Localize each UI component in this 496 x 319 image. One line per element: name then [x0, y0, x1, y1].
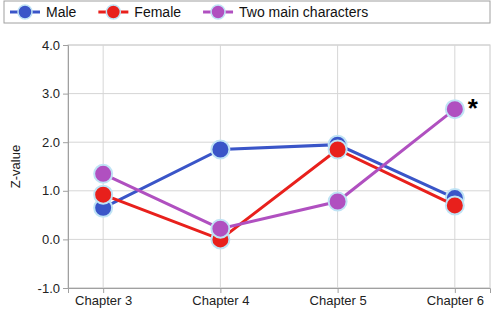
grid	[68, 45, 490, 288]
series-marker	[211, 140, 229, 158]
grid-line	[220, 45, 221, 288]
x-tick-label: Chapter 3	[75, 293, 132, 308]
x-tick-label: Chapter 5	[310, 293, 367, 308]
y-tick: 4.0	[42, 38, 68, 53]
series	[94, 136, 464, 217]
y-tick-mark	[63, 191, 68, 192]
grid-line	[68, 93, 490, 94]
y-tick: 1.0	[42, 183, 68, 198]
series-line	[103, 109, 455, 229]
y-tick-label: 3.0	[42, 86, 60, 101]
y-tick: 2.0	[42, 135, 68, 150]
legend-box	[4, 1, 490, 23]
annotation: *	[468, 93, 479, 123]
y-tick-mark	[63, 45, 68, 46]
legend-label: Female	[134, 4, 181, 20]
y-axis: -1.0 0.0 1.0 2.0 3.0 4.0	[38, 38, 69, 296]
legend-marker	[18, 5, 32, 19]
x-tick: Chapter 6	[427, 288, 484, 308]
series-marker	[94, 165, 112, 183]
y-tick-mark	[63, 288, 68, 289]
x-tick-label: Chapter 4	[192, 293, 249, 308]
legend-entry: Female	[98, 4, 181, 20]
chart: -1.00.01.02.03.04.0Chapter 3Chapter 4Cha…	[0, 0, 496, 319]
y-tick-label: 0.0	[42, 232, 60, 247]
x-tick: Chapter 4	[192, 288, 249, 308]
y-tick-mark	[63, 239, 68, 240]
y-axis-line	[63, 46, 69, 289]
grid-line	[337, 45, 338, 288]
grid-line	[454, 45, 455, 288]
grid-line	[68, 142, 490, 143]
y-tick-label: 2.0	[42, 135, 60, 150]
series-marker	[446, 100, 464, 118]
plot-area	[94, 100, 464, 248]
legend-marker	[211, 5, 225, 19]
y-tick-label: -1.0	[38, 281, 60, 296]
y-tick: -1.0	[38, 281, 68, 296]
legend-entry: Two main characters	[203, 4, 368, 20]
series-marker	[446, 196, 464, 214]
y-axis-title: Z-value	[8, 145, 23, 188]
grid-line	[68, 45, 490, 46]
series-marker	[211, 220, 229, 238]
x-axis: Chapter 3 Chapter 4 Chapter 5 Chapter 6	[69, 288, 491, 308]
plot-frame	[68, 45, 490, 288]
legend-label: Male	[46, 4, 77, 20]
legend: Male Female Two main characters	[4, 1, 490, 23]
legend-marker	[106, 5, 120, 19]
grid-line	[68, 239, 490, 240]
y-tick-label: 4.0	[42, 38, 60, 53]
y-tick-label: 1.0	[42, 183, 60, 198]
series-marker	[94, 186, 112, 204]
legend-label: Two main characters	[239, 4, 368, 20]
y-tick-mark	[63, 142, 68, 143]
legend-entry: Male	[10, 4, 77, 20]
series-marker	[329, 140, 347, 158]
y-tick-mark	[63, 94, 68, 95]
series	[94, 100, 464, 238]
y-tick: 0.0	[42, 232, 68, 247]
series-line	[103, 149, 455, 239]
x-tick-label: Chapter 6	[427, 293, 484, 308]
y-tick: 3.0	[42, 86, 68, 101]
x-tick: Chapter 5	[310, 288, 367, 308]
x-tick: Chapter 3	[75, 288, 132, 308]
series-marker	[329, 192, 347, 210]
